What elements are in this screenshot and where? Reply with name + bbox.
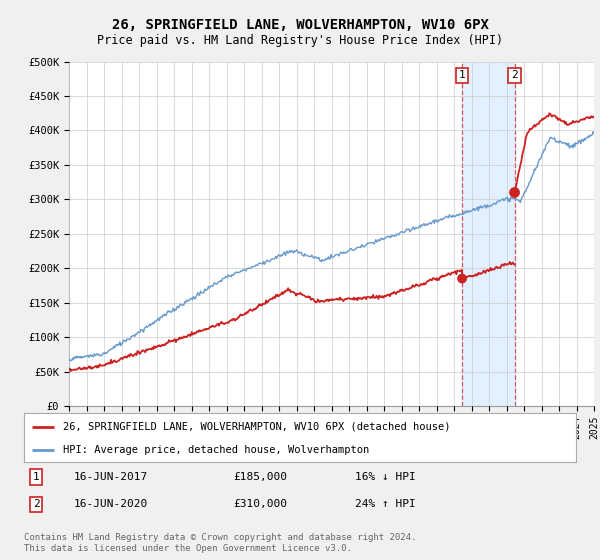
Text: 2: 2	[511, 71, 518, 81]
Text: 24% ↑ HPI: 24% ↑ HPI	[355, 500, 416, 509]
Text: £310,000: £310,000	[234, 500, 288, 509]
Text: 26, SPRINGFIELD LANE, WOLVERHAMPTON, WV10 6PX: 26, SPRINGFIELD LANE, WOLVERHAMPTON, WV1…	[112, 18, 488, 32]
Point	[510, 188, 520, 197]
Text: HPI: Average price, detached house, Wolverhampton: HPI: Average price, detached house, Wolv…	[62, 445, 369, 455]
Text: Contains HM Land Registry data © Crown copyright and database right 2024.
This d: Contains HM Land Registry data © Crown c…	[24, 533, 416, 553]
Text: 1: 1	[33, 472, 40, 482]
Text: Price paid vs. HM Land Registry's House Price Index (HPI): Price paid vs. HM Land Registry's House …	[97, 34, 503, 47]
Text: 16-JUN-2020: 16-JUN-2020	[74, 500, 148, 509]
Text: £185,000: £185,000	[234, 472, 288, 482]
Text: 1: 1	[458, 71, 466, 81]
Text: 16% ↓ HPI: 16% ↓ HPI	[355, 472, 416, 482]
Text: 26, SPRINGFIELD LANE, WOLVERHAMPTON, WV10 6PX (detached house): 26, SPRINGFIELD LANE, WOLVERHAMPTON, WV1…	[62, 422, 450, 432]
Text: 2: 2	[33, 500, 40, 509]
Text: 16-JUN-2017: 16-JUN-2017	[74, 472, 148, 482]
Point	[457, 274, 467, 283]
Bar	[462, 62, 515, 406]
